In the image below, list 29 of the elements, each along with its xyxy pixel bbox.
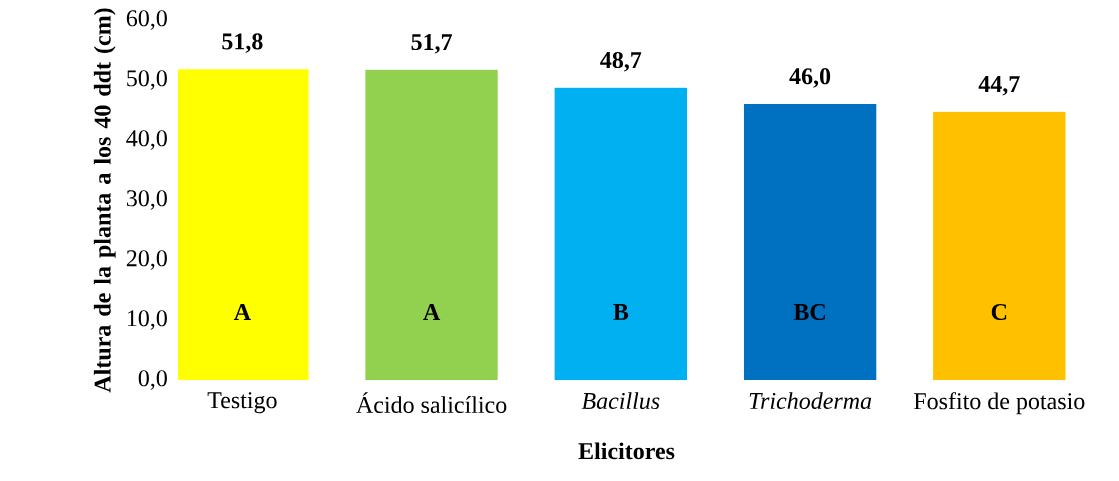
x-tick-label: Testigo (207, 392, 277, 414)
bar (554, 87, 688, 380)
annotation: BC (793, 303, 825, 321)
bar (178, 69, 309, 380)
x-tick-label: Trichoderma (749, 392, 872, 410)
y-tick-label: 0,0 (138, 370, 167, 390)
y-tick-label: 30,0 (126, 190, 167, 210)
y-tick-label: 10,0 (127, 310, 167, 330)
bar (743, 104, 877, 380)
y-tick-label: 50,0 (127, 70, 167, 90)
bar (933, 111, 1066, 380)
y-tick-label: 20,0 (126, 250, 167, 270)
y-tick-label: 60,0 (126, 10, 167, 30)
annotation: B (613, 304, 629, 320)
x-tick-label: Fosfito de potasio (914, 392, 1085, 415)
x-tick-label: Bacillus (581, 392, 660, 410)
data-label: 51,7 (411, 34, 453, 54)
annotation: A (423, 304, 441, 320)
data-label: 46,0 (789, 68, 831, 88)
x-tick-label: Ácido salicílico (356, 392, 507, 414)
annotation: C (991, 303, 1007, 321)
annotation: A (233, 304, 251, 320)
data-label: 51,8 (222, 33, 263, 53)
y-axis-title: Altura de la planta a los 40 ddt (cm) (93, 8, 116, 393)
x-axis-title: Elicitores (578, 442, 675, 460)
bar (365, 69, 498, 380)
y-tick-label: 40,0 (126, 130, 167, 150)
data-label: 44,7 (978, 76, 1020, 96)
data-label: 48,7 (600, 51, 642, 72)
